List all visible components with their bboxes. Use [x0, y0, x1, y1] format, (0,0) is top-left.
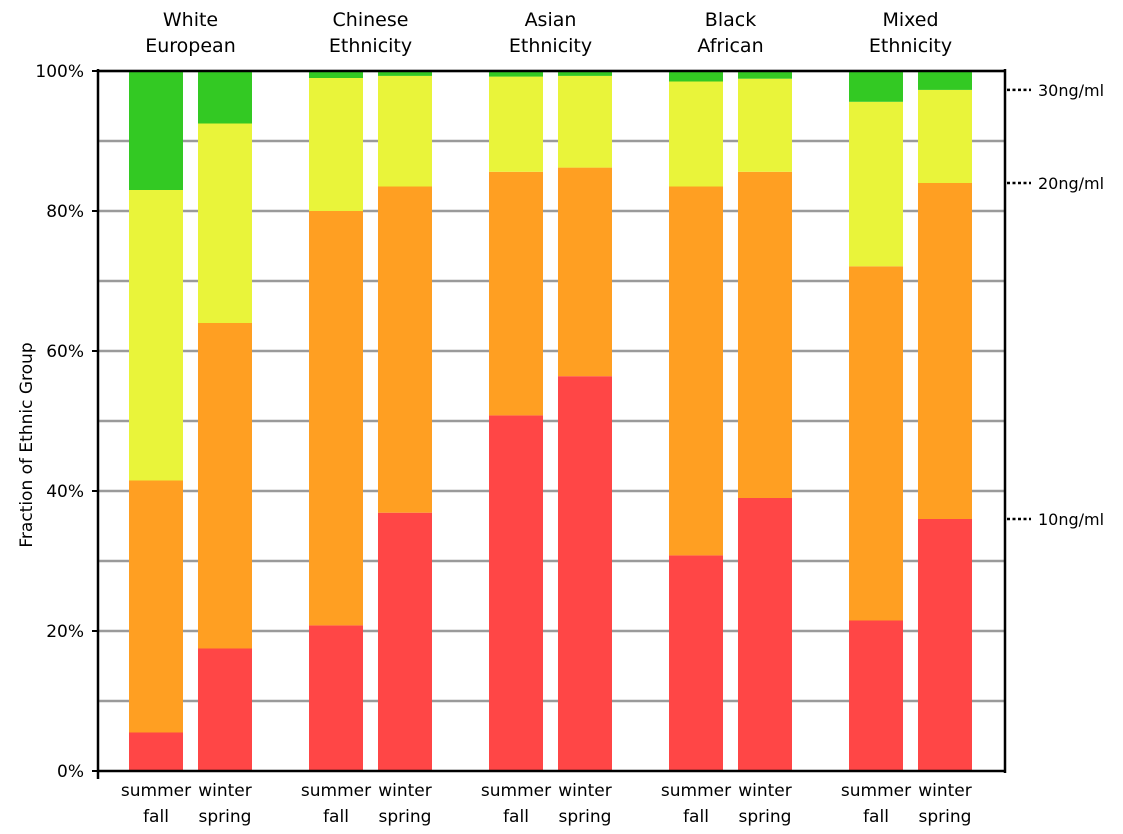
- group-label: Black African: [697, 9, 763, 57]
- bar-segment: [918, 71, 972, 90]
- x-tick-label: winter spring: [198, 781, 252, 827]
- group-label: White European: [145, 9, 236, 57]
- bar-segment: [849, 620, 903, 771]
- bar-segment: [558, 71, 612, 76]
- group-label: Chinese Ethnicity: [329, 9, 412, 57]
- bar-segment: [558, 167, 612, 377]
- bar-segment: [669, 555, 723, 771]
- group-labels: White European Chinese Ethnicity Asian Ethnic…: [145, 9, 952, 57]
- bar-segment: [378, 75, 432, 187]
- x-tick-label: summer fall: [841, 781, 911, 827]
- y-tick-label: 80%: [46, 202, 84, 222]
- bar-segment: [738, 78, 792, 172]
- bar-segment: [129, 480, 183, 733]
- bar-segment: [669, 71, 723, 82]
- group-label: Mixed Ethnicity: [869, 9, 952, 57]
- threshold-label: 10ng/ml: [1038, 510, 1104, 529]
- y-tick-label: 40%: [46, 482, 84, 502]
- group-label: Asian Ethnicity: [509, 9, 592, 57]
- bar-segment: [918, 89, 972, 183]
- bar-segment: [558, 376, 612, 771]
- y-tick-label: 100%: [35, 62, 84, 82]
- threshold-labels: 10ng/ml 20ng/ml 30ng/ml: [1007, 81, 1104, 529]
- bar-segment: [849, 71, 903, 102]
- x-tick-label: winter spring: [738, 781, 792, 827]
- y-tick-label: 0%: [57, 762, 84, 782]
- y-axis-label: Fraction of Ethnic Group: [17, 342, 37, 547]
- bar-segment: [849, 266, 903, 621]
- bar-segment: [738, 71, 792, 79]
- x-tick-label: winter spring: [918, 781, 972, 827]
- y-tick-label: 20%: [46, 622, 84, 642]
- bar-segment: [918, 519, 972, 771]
- y-tick-label: 60%: [46, 342, 84, 362]
- bar-segment: [309, 71, 363, 78]
- bar-segment: [198, 71, 252, 124]
- bar-segment: [198, 323, 252, 649]
- bar-segment: [129, 732, 183, 771]
- y-axis-ticks: 0% 20% 40% 60% 80% 100%: [35, 62, 98, 782]
- bar-segment: [558, 75, 612, 168]
- bar-segment: [738, 498, 792, 771]
- bar-segment: [378, 71, 432, 76]
- bar-segment: [669, 186, 723, 556]
- bar-segment: [309, 625, 363, 771]
- bar-segment: [198, 123, 252, 323]
- threshold-label: 30ng/ml: [1038, 81, 1104, 100]
- bar-segment: [129, 71, 183, 190]
- x-tick-label: summer fall: [121, 781, 191, 827]
- bar-segment: [489, 415, 543, 771]
- x-tick-label: winter spring: [558, 781, 612, 827]
- x-tick-label: summer fall: [301, 781, 371, 827]
- bar-segment: [129, 190, 183, 481]
- bar-segment: [489, 76, 543, 172]
- threshold-label: 20ng/ml: [1038, 174, 1104, 193]
- bar-segment: [378, 186, 432, 513]
- x-tick-label: winter spring: [378, 781, 432, 827]
- bar-segment: [198, 648, 252, 771]
- bar-segment: [849, 101, 903, 267]
- x-tick-label: summer fall: [661, 781, 731, 827]
- bar-segment: [918, 183, 972, 519]
- bar-segment: [669, 81, 723, 187]
- x-tick-label: summer fall: [481, 781, 551, 827]
- bars: [129, 71, 972, 771]
- bar-segment: [489, 71, 543, 77]
- bar-segment: [309, 211, 363, 626]
- bar-segment: [738, 171, 792, 499]
- bar-segment: [378, 512, 432, 771]
- bar-segment: [309, 78, 363, 211]
- bar-segment: [489, 171, 543, 416]
- axes: [96, 69, 1007, 779]
